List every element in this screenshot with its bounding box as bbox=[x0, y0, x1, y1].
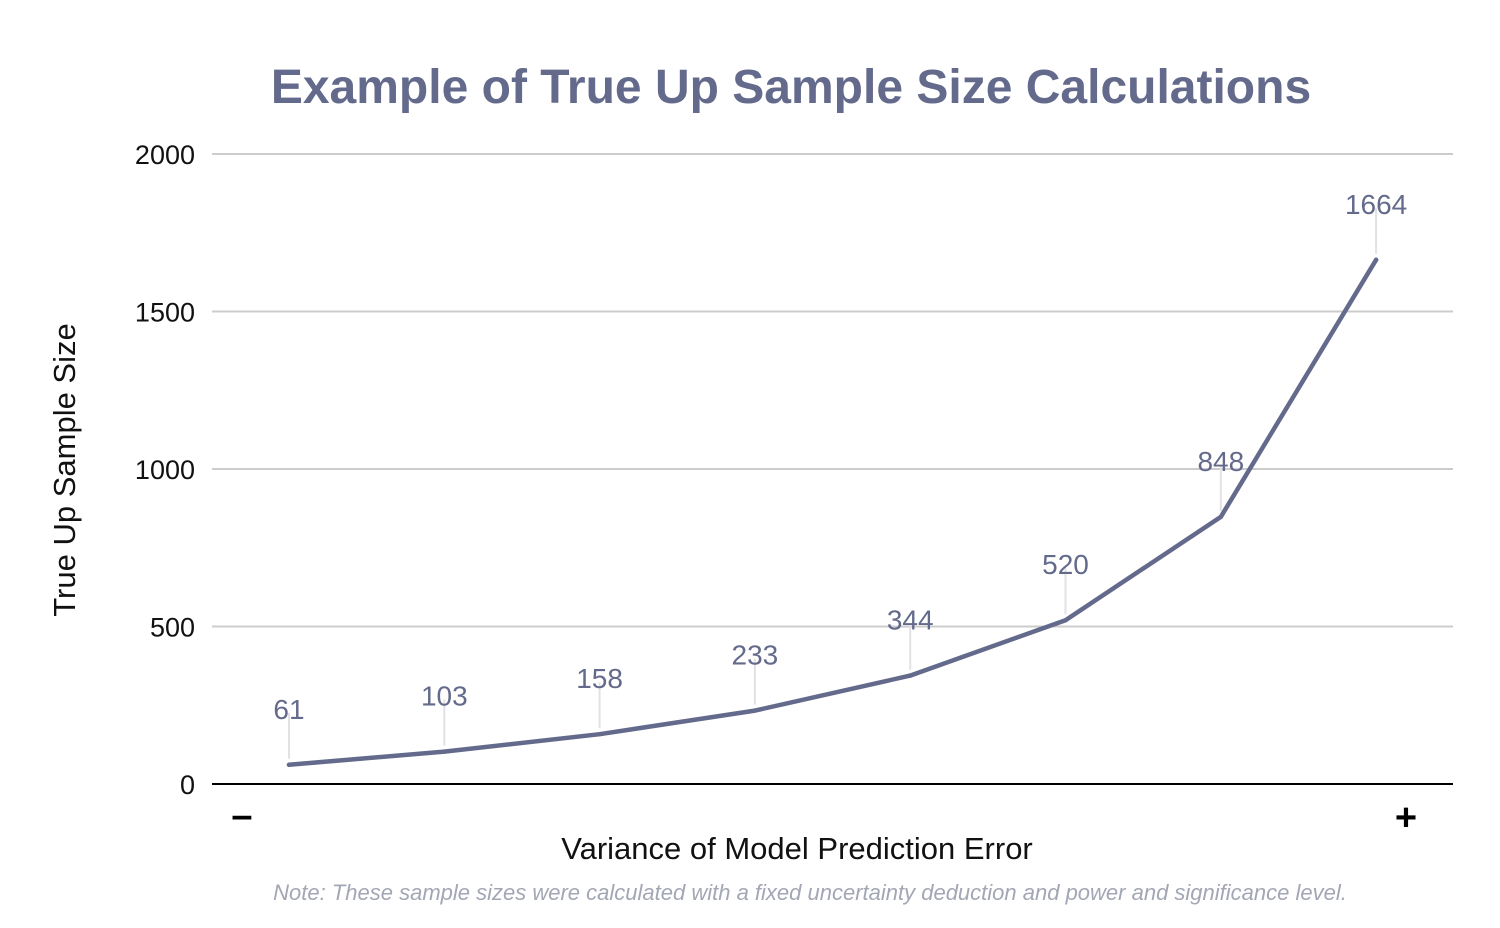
data-point bbox=[597, 732, 602, 737]
y-tick-label: 1000 bbox=[135, 455, 195, 485]
data-point bbox=[442, 749, 447, 754]
x-axis-end-label: + bbox=[1395, 797, 1417, 839]
series-line bbox=[286, 257, 1379, 768]
data-label: 103 bbox=[421, 681, 468, 712]
data-point bbox=[752, 708, 758, 713]
data-point bbox=[286, 762, 292, 767]
y-tick-label: 1500 bbox=[135, 298, 195, 328]
data-label: 1664 bbox=[1345, 189, 1407, 220]
data-point bbox=[908, 673, 913, 678]
data-label: 61 bbox=[273, 694, 304, 725]
x-axis-title: Variance of Model Prediction Error bbox=[561, 831, 1033, 866]
data-point bbox=[1373, 257, 1379, 263]
y-tick-label: 0 bbox=[180, 770, 195, 800]
data-label: 158 bbox=[576, 663, 623, 694]
chart-note: Note: These sample sizes were calculated… bbox=[273, 880, 1347, 905]
y-axis-ticks: 0 500 1000 1500 2000 bbox=[135, 140, 195, 800]
data-label: 520 bbox=[1042, 549, 1089, 580]
chart-title: Example of True Up Sample Size Calculati… bbox=[271, 61, 1311, 114]
y-tick-label: 2000 bbox=[135, 140, 195, 170]
gridlines bbox=[212, 153, 1453, 628]
data-label: 233 bbox=[732, 640, 779, 671]
data-label: 848 bbox=[1197, 446, 1244, 477]
x-axis-start-label: – bbox=[231, 795, 252, 837]
data-point bbox=[1218, 514, 1224, 520]
data-label: 344 bbox=[887, 605, 934, 636]
y-axis-title: True Up Sample Size bbox=[47, 323, 82, 616]
data-labels: 61 103 158 233 344 520 848 1664 bbox=[273, 189, 1407, 767]
y-tick-label: 500 bbox=[150, 613, 195, 643]
data-point bbox=[1063, 618, 1068, 623]
